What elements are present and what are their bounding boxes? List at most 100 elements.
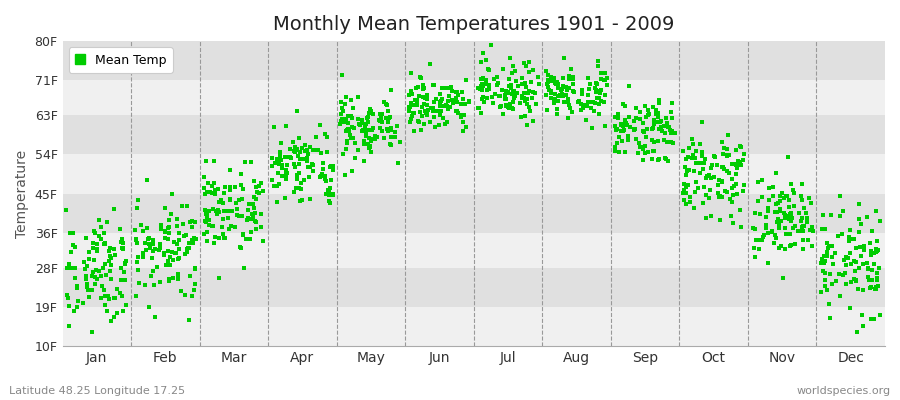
Point (333, 121, 347, 127)
Point (199, 211, 213, 218)
Point (513, 100, 527, 106)
Point (652, 97, 666, 103)
Point (484, 42, 499, 48)
Point (233, 244, 248, 250)
Point (773, 193, 788, 200)
Point (554, 87, 568, 94)
Point (563, 66, 578, 72)
Point (148, 246, 163, 252)
Point (523, 108, 537, 114)
Point (583, 105, 598, 112)
Point (848, 268, 862, 274)
Point (761, 230, 776, 236)
Point (652, 118, 667, 125)
Point (849, 278, 863, 284)
Point (474, 59, 489, 65)
Point (158, 205, 172, 212)
Point (169, 223, 184, 229)
Point (359, 129, 374, 135)
Point (298, 142, 312, 148)
Point (544, 75, 558, 82)
Point (136, 250, 150, 256)
Point (86, 269, 101, 276)
Point (417, 85, 431, 91)
Point (505, 105, 519, 111)
Point (822, 301, 836, 307)
Point (245, 201, 259, 208)
Point (576, 102, 590, 108)
Point (691, 185, 706, 191)
Point (727, 183, 742, 189)
Point (312, 122, 327, 128)
Point (773, 208, 788, 214)
Point (238, 159, 252, 165)
Point (326, 190, 340, 197)
Point (649, 107, 663, 113)
Point (97, 292, 112, 299)
Point (661, 124, 675, 130)
Point (427, 114, 441, 120)
Point (754, 194, 769, 200)
Point (364, 149, 378, 156)
Point (348, 140, 363, 146)
Point (547, 75, 562, 81)
Point (414, 74, 428, 81)
Point (778, 225, 792, 232)
Point (364, 127, 379, 133)
Point (852, 216, 867, 222)
Point (97, 240, 112, 246)
Point (500, 89, 515, 95)
Point (344, 112, 358, 119)
Point (456, 112, 471, 118)
Point (770, 170, 784, 176)
Point (555, 91, 570, 97)
Point (432, 90, 446, 97)
Point (715, 139, 729, 145)
Point (782, 216, 796, 222)
Point (611, 134, 625, 140)
Point (856, 286, 870, 293)
Point (380, 102, 394, 108)
Point (687, 204, 701, 211)
Point (446, 100, 460, 106)
Point (116, 240, 130, 247)
Point (697, 160, 711, 166)
Point (556, 93, 571, 99)
Point (496, 66, 510, 73)
Point (306, 162, 320, 168)
Point (626, 126, 641, 132)
Point (778, 212, 793, 219)
Point (815, 268, 830, 274)
Point (419, 92, 434, 98)
Point (733, 160, 747, 167)
Point (218, 235, 232, 241)
Point (778, 210, 792, 216)
Point (842, 234, 856, 240)
Point (865, 267, 879, 274)
Point (62, 260, 77, 267)
Point (171, 246, 185, 252)
Point (490, 74, 504, 80)
Point (316, 160, 330, 166)
Point (344, 96, 358, 103)
Point (500, 102, 515, 109)
Point (724, 213, 738, 220)
Point (212, 275, 227, 282)
Bar (62, 115, 885, 154)
Point (254, 224, 268, 230)
Point (573, 100, 588, 107)
Point (170, 240, 184, 247)
Point (373, 117, 387, 124)
Point (491, 80, 506, 86)
Point (130, 267, 145, 274)
Point (341, 126, 356, 132)
Point (449, 99, 464, 105)
Point (297, 156, 311, 163)
Point (680, 168, 694, 174)
Point (551, 93, 565, 100)
Point (715, 139, 729, 146)
Point (540, 80, 554, 87)
Point (218, 184, 232, 190)
Point (610, 126, 625, 132)
Point (784, 181, 798, 188)
